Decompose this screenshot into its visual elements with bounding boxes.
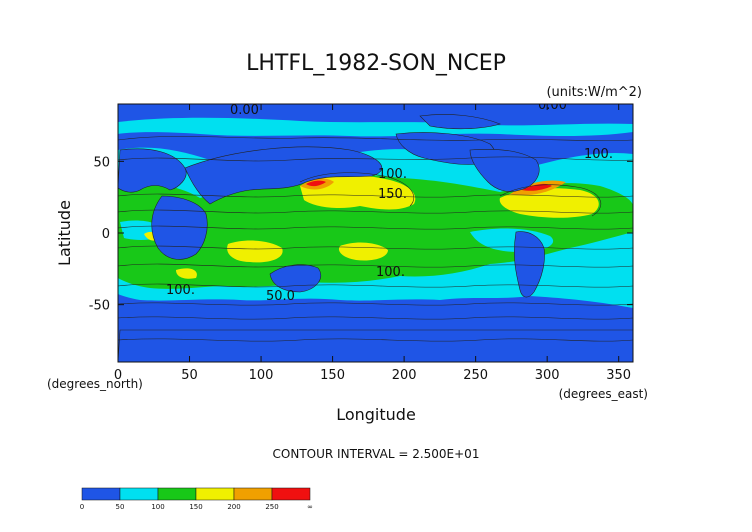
colorbar-label: ∞	[307, 503, 313, 511]
x-tick-label: 350	[606, 368, 631, 383]
x-tick-label: 150	[320, 368, 345, 383]
contour-lines	[118, 136, 633, 342]
colorbar-bin	[81, 487, 121, 501]
colorbar-bin	[119, 487, 159, 501]
contour-label: 0.00	[538, 98, 567, 113]
field-land	[118, 114, 633, 362]
colorbar-bin	[233, 487, 273, 501]
x-tick-label: 250	[463, 368, 488, 383]
colorbar-label: 200	[227, 503, 240, 511]
plot-area: 0.00 0.00 100. 150. 100. 100. 100. 50.0	[118, 98, 633, 362]
x-unit-label: (degrees_east)	[559, 387, 648, 401]
colorbar-bin	[271, 487, 311, 501]
contour-label: 0.00	[230, 103, 259, 118]
contour-label: 100.	[376, 265, 405, 280]
y-axis: 50 0 -50	[89, 155, 633, 314]
contour-label: 100.	[166, 283, 195, 298]
x-axis-label: Longitude	[336, 405, 416, 424]
colorbar-bin	[195, 487, 235, 501]
x-tick-label: 0	[114, 368, 122, 383]
y-tick-label: 50	[93, 155, 110, 170]
colorbar-label: 150	[189, 503, 202, 511]
colorbar-label: 0	[80, 503, 84, 511]
colorbar-label: 100	[151, 503, 164, 511]
chart-title: LHTFL_1982-SON_NCEP	[246, 51, 506, 76]
x-axis: 0 50 100 150 200 250 300 350	[114, 104, 631, 383]
contour-label: 100.	[378, 167, 407, 182]
units-label: (units:W/m^2)	[546, 85, 642, 100]
colorbar-bin	[157, 487, 197, 501]
colorbar-label: 250	[265, 503, 278, 511]
x-tick-label: 50	[181, 368, 198, 383]
x-tick-label: 100	[249, 368, 274, 383]
colorbar: 0 50 100 150 200 250 ∞	[80, 487, 313, 511]
field-200-plus	[300, 178, 566, 196]
contour-interval: CONTOUR INTERVAL = 2.500E+01	[273, 447, 480, 461]
contour-label: 150.	[378, 187, 407, 202]
contour-label: 50.0	[266, 289, 295, 304]
y-tick-label: 0	[102, 227, 110, 242]
colorbar-label: 50	[116, 503, 125, 511]
y-tick-label: -50	[89, 299, 110, 314]
x-tick-label: 200	[392, 368, 417, 383]
contour-label: 100.	[584, 147, 613, 162]
x-tick-label: 300	[535, 368, 560, 383]
contour-labels: 0.00 0.00 100. 150. 100. 100. 100. 50.0	[166, 98, 613, 304]
y-unit-label: (degrees_north)	[47, 377, 143, 391]
y-axis-label: Latitude	[55, 200, 74, 266]
